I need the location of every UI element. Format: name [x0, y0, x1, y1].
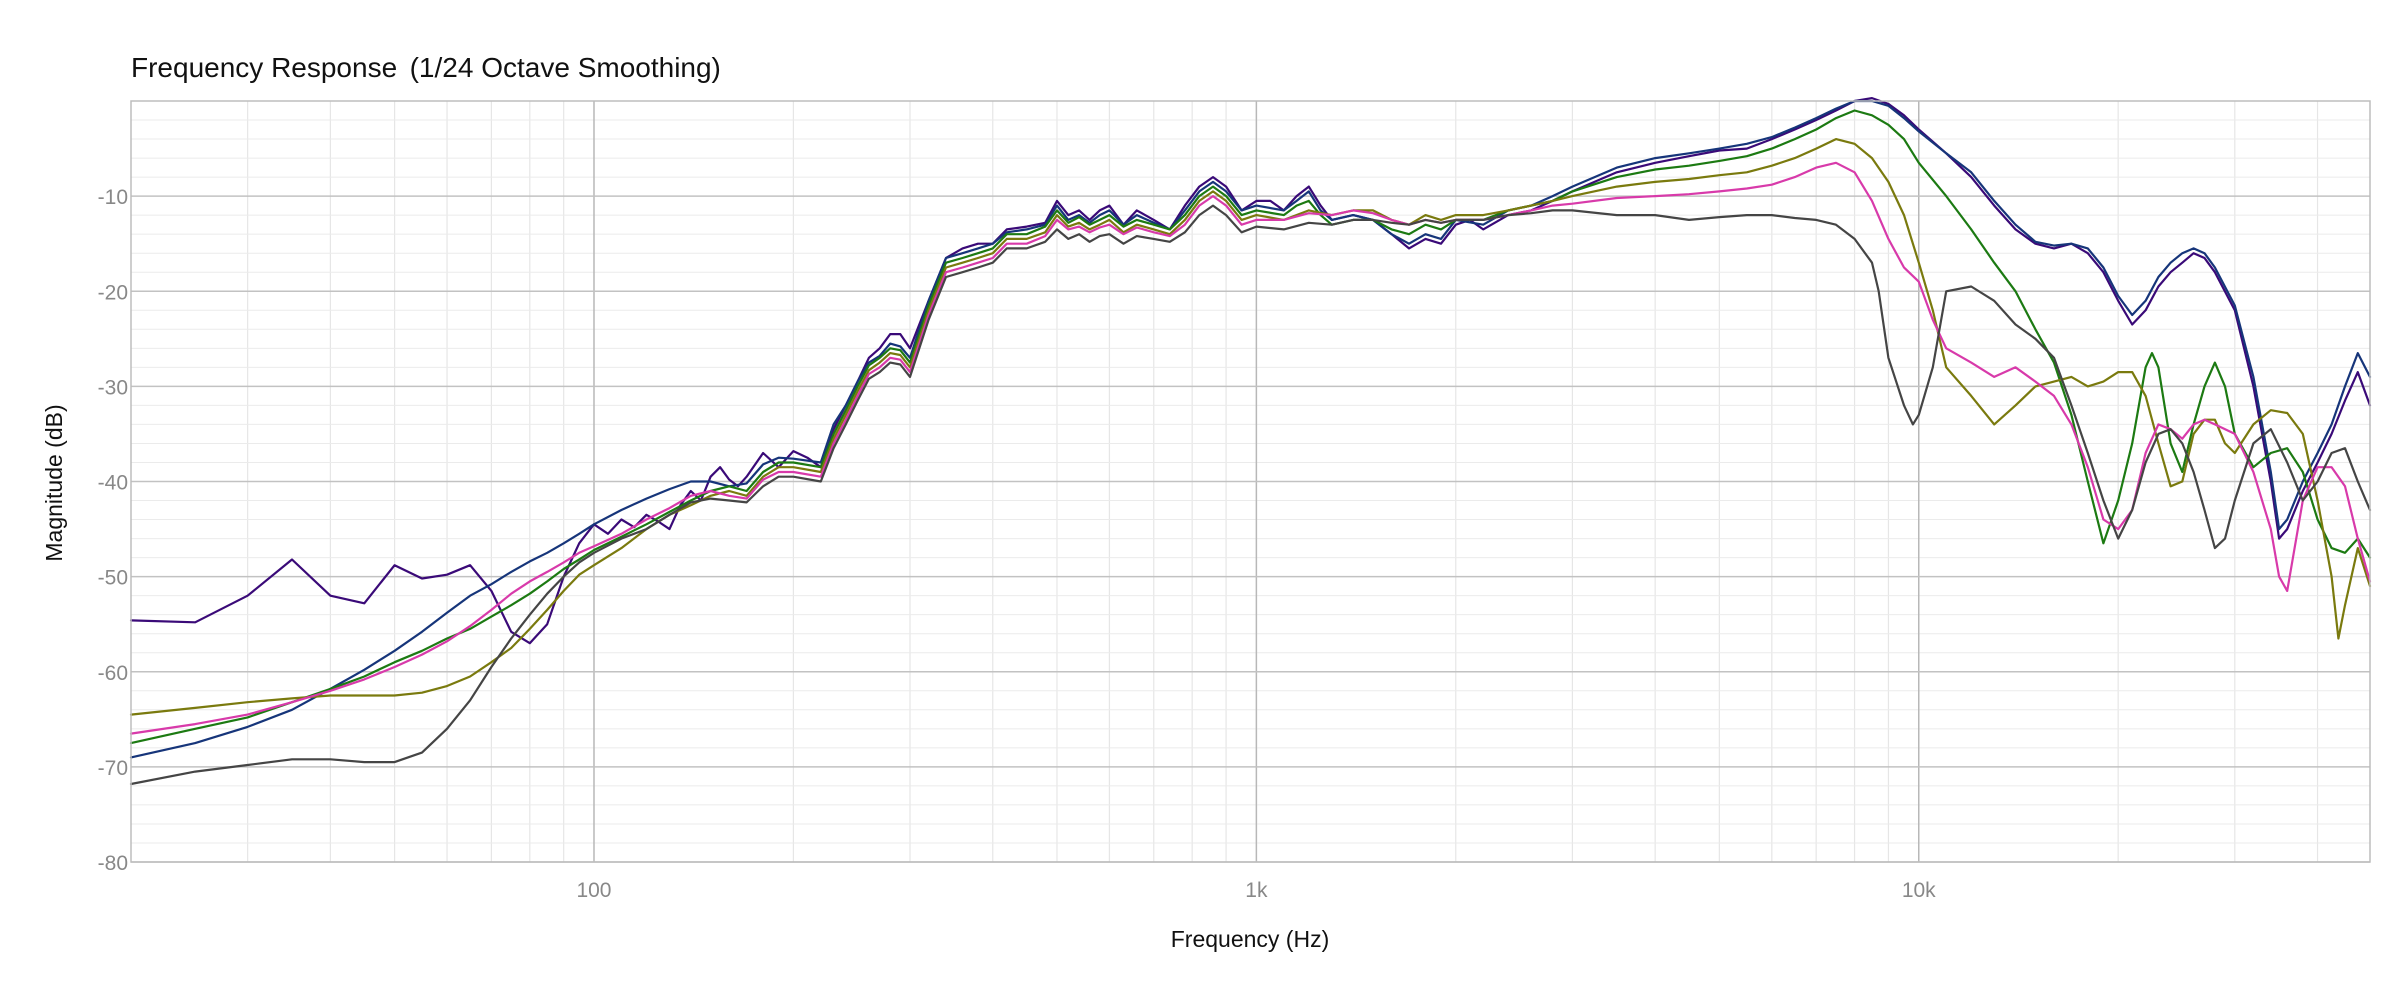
y-tick-label: -20	[98, 281, 128, 304]
series-line-4	[129, 138, 2372, 716]
series-line-6	[129, 204, 2372, 786]
x-tick-label: 100	[576, 879, 611, 902]
series-layer	[129, 97, 2372, 786]
x-tick-label: 1k	[1245, 879, 1268, 902]
plot-frame	[130, 100, 2371, 863]
chart-title: Frequency Response (1/24 Octave Smoothin…	[131, 52, 721, 83]
series-line-3	[129, 109, 2372, 745]
chart-subtitle: (1/24 Octave Smoothing)	[410, 52, 721, 83]
y-tick-label: -10	[98, 186, 128, 209]
y-tick-label: -80	[98, 852, 128, 875]
y-tick-labels: -10 -20 -30 -40 -50 -60 -70 -80	[98, 186, 128, 875]
x-tick-label: 10k	[1902, 879, 1936, 902]
svg-text:Frequency Response (1/24: Frequency Response (1/24 Octave Smoothin…	[131, 52, 721, 83]
y-tick-label: -40	[98, 472, 128, 495]
series-line-1	[129, 97, 2372, 645]
y-tick-label: -70	[98, 757, 128, 780]
y-tick-label: -50	[98, 567, 128, 590]
series-line-2	[129, 99, 2372, 759]
series-line-5	[129, 161, 2372, 735]
y-tick-label: -60	[98, 662, 128, 685]
x-tick-labels: 100 1k 10k	[576, 879, 1936, 902]
chart-title-main: Frequency Response	[131, 52, 397, 83]
y-axis-label: Magnitude (dB)	[41, 404, 67, 561]
x-axis-label: Frequency (Hz)	[1171, 926, 1329, 952]
y-tick-label: -30	[98, 376, 128, 399]
